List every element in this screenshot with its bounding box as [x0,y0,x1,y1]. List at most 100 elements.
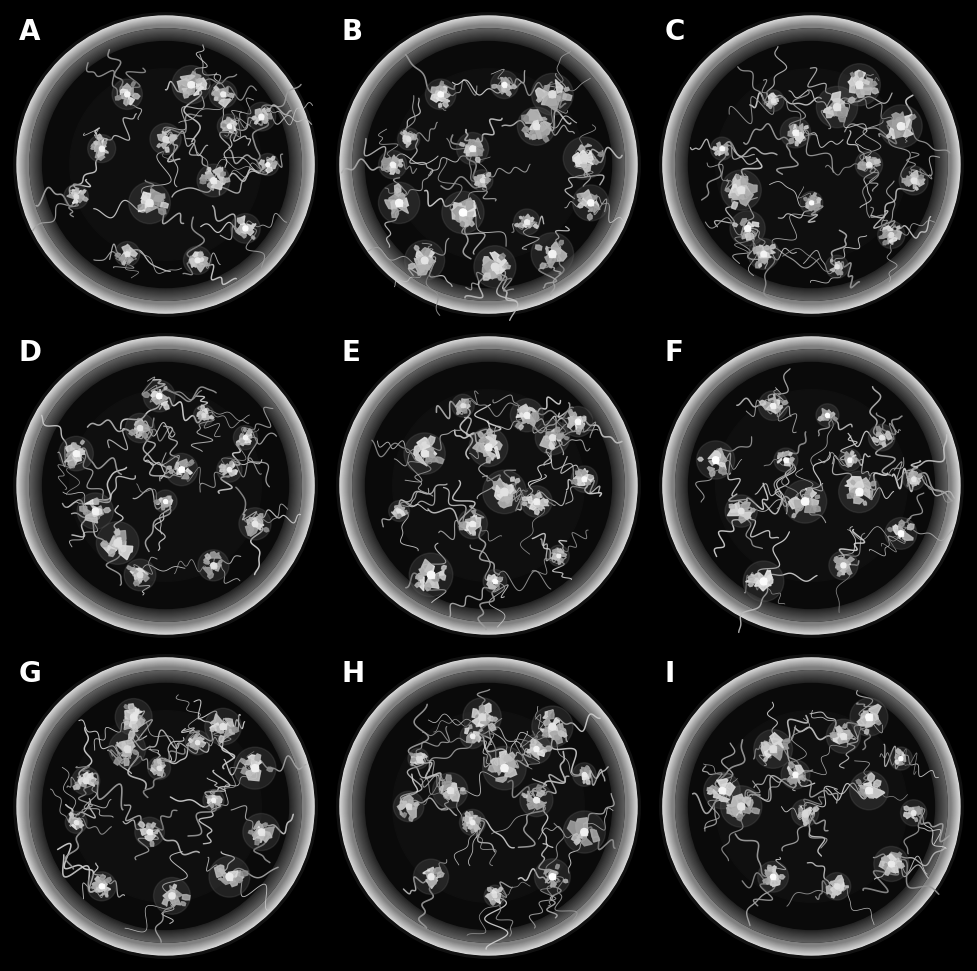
Polygon shape [903,532,913,541]
Polygon shape [520,217,522,218]
Polygon shape [436,456,444,463]
Polygon shape [240,223,246,232]
Polygon shape [246,224,253,230]
Polygon shape [400,508,404,513]
Circle shape [34,676,297,938]
Circle shape [715,69,908,260]
Circle shape [404,240,445,281]
Polygon shape [488,887,491,891]
Circle shape [340,658,637,954]
Circle shape [149,123,181,154]
Polygon shape [101,145,102,151]
Polygon shape [416,753,425,758]
Polygon shape [833,891,836,895]
Polygon shape [462,399,468,405]
Polygon shape [872,437,879,442]
Polygon shape [908,478,916,481]
Polygon shape [416,572,425,581]
Polygon shape [488,428,492,436]
Circle shape [343,660,634,953]
Polygon shape [914,818,917,821]
Circle shape [828,551,858,580]
Polygon shape [222,87,229,93]
Polygon shape [912,470,917,478]
Circle shape [226,873,233,880]
Polygon shape [201,409,209,415]
Polygon shape [522,126,530,133]
Polygon shape [858,788,871,796]
Circle shape [362,359,615,612]
Polygon shape [93,506,102,512]
Polygon shape [501,78,505,85]
Polygon shape [164,386,167,389]
Polygon shape [169,135,177,141]
Polygon shape [911,476,919,485]
Polygon shape [792,514,796,518]
Polygon shape [488,717,494,720]
Polygon shape [870,704,881,716]
Polygon shape [473,442,488,453]
Polygon shape [75,820,84,828]
Circle shape [343,18,634,311]
Polygon shape [490,890,496,896]
Polygon shape [497,274,502,280]
Polygon shape [915,478,920,483]
Circle shape [563,407,593,437]
Circle shape [575,419,580,424]
Polygon shape [200,412,205,414]
Circle shape [340,17,637,313]
Polygon shape [411,758,416,761]
Polygon shape [114,756,122,765]
Polygon shape [395,513,400,519]
Polygon shape [805,819,808,823]
Circle shape [672,25,951,304]
Polygon shape [472,145,477,151]
Circle shape [163,136,168,142]
Circle shape [664,659,959,954]
Polygon shape [451,205,465,220]
Polygon shape [585,479,590,485]
Polygon shape [769,105,771,107]
Polygon shape [515,479,520,483]
Circle shape [34,354,297,617]
Polygon shape [531,748,538,753]
Polygon shape [488,441,502,450]
Polygon shape [92,141,102,150]
Circle shape [354,351,623,620]
Circle shape [866,714,872,720]
Polygon shape [466,400,470,404]
Polygon shape [719,151,724,155]
Polygon shape [469,816,476,821]
Circle shape [43,684,288,929]
Polygon shape [721,144,729,150]
Polygon shape [913,481,916,486]
Circle shape [343,340,634,631]
Polygon shape [846,886,848,887]
Polygon shape [406,132,414,140]
Polygon shape [737,175,740,179]
Polygon shape [223,91,229,97]
Polygon shape [182,88,192,93]
Polygon shape [212,89,220,97]
Circle shape [20,340,312,631]
Polygon shape [161,140,168,149]
Polygon shape [485,450,495,460]
Polygon shape [488,575,492,580]
Circle shape [664,17,959,312]
Polygon shape [152,829,159,833]
Polygon shape [196,261,206,272]
Polygon shape [248,520,253,534]
Polygon shape [537,745,545,753]
Circle shape [131,714,137,720]
Circle shape [522,734,551,763]
Circle shape [761,251,766,256]
Polygon shape [166,496,171,502]
Circle shape [685,680,938,933]
Circle shape [32,352,299,619]
Polygon shape [862,711,869,719]
Polygon shape [156,498,162,504]
Polygon shape [195,735,197,737]
Polygon shape [585,144,592,147]
Circle shape [243,436,247,440]
Circle shape [23,22,308,307]
